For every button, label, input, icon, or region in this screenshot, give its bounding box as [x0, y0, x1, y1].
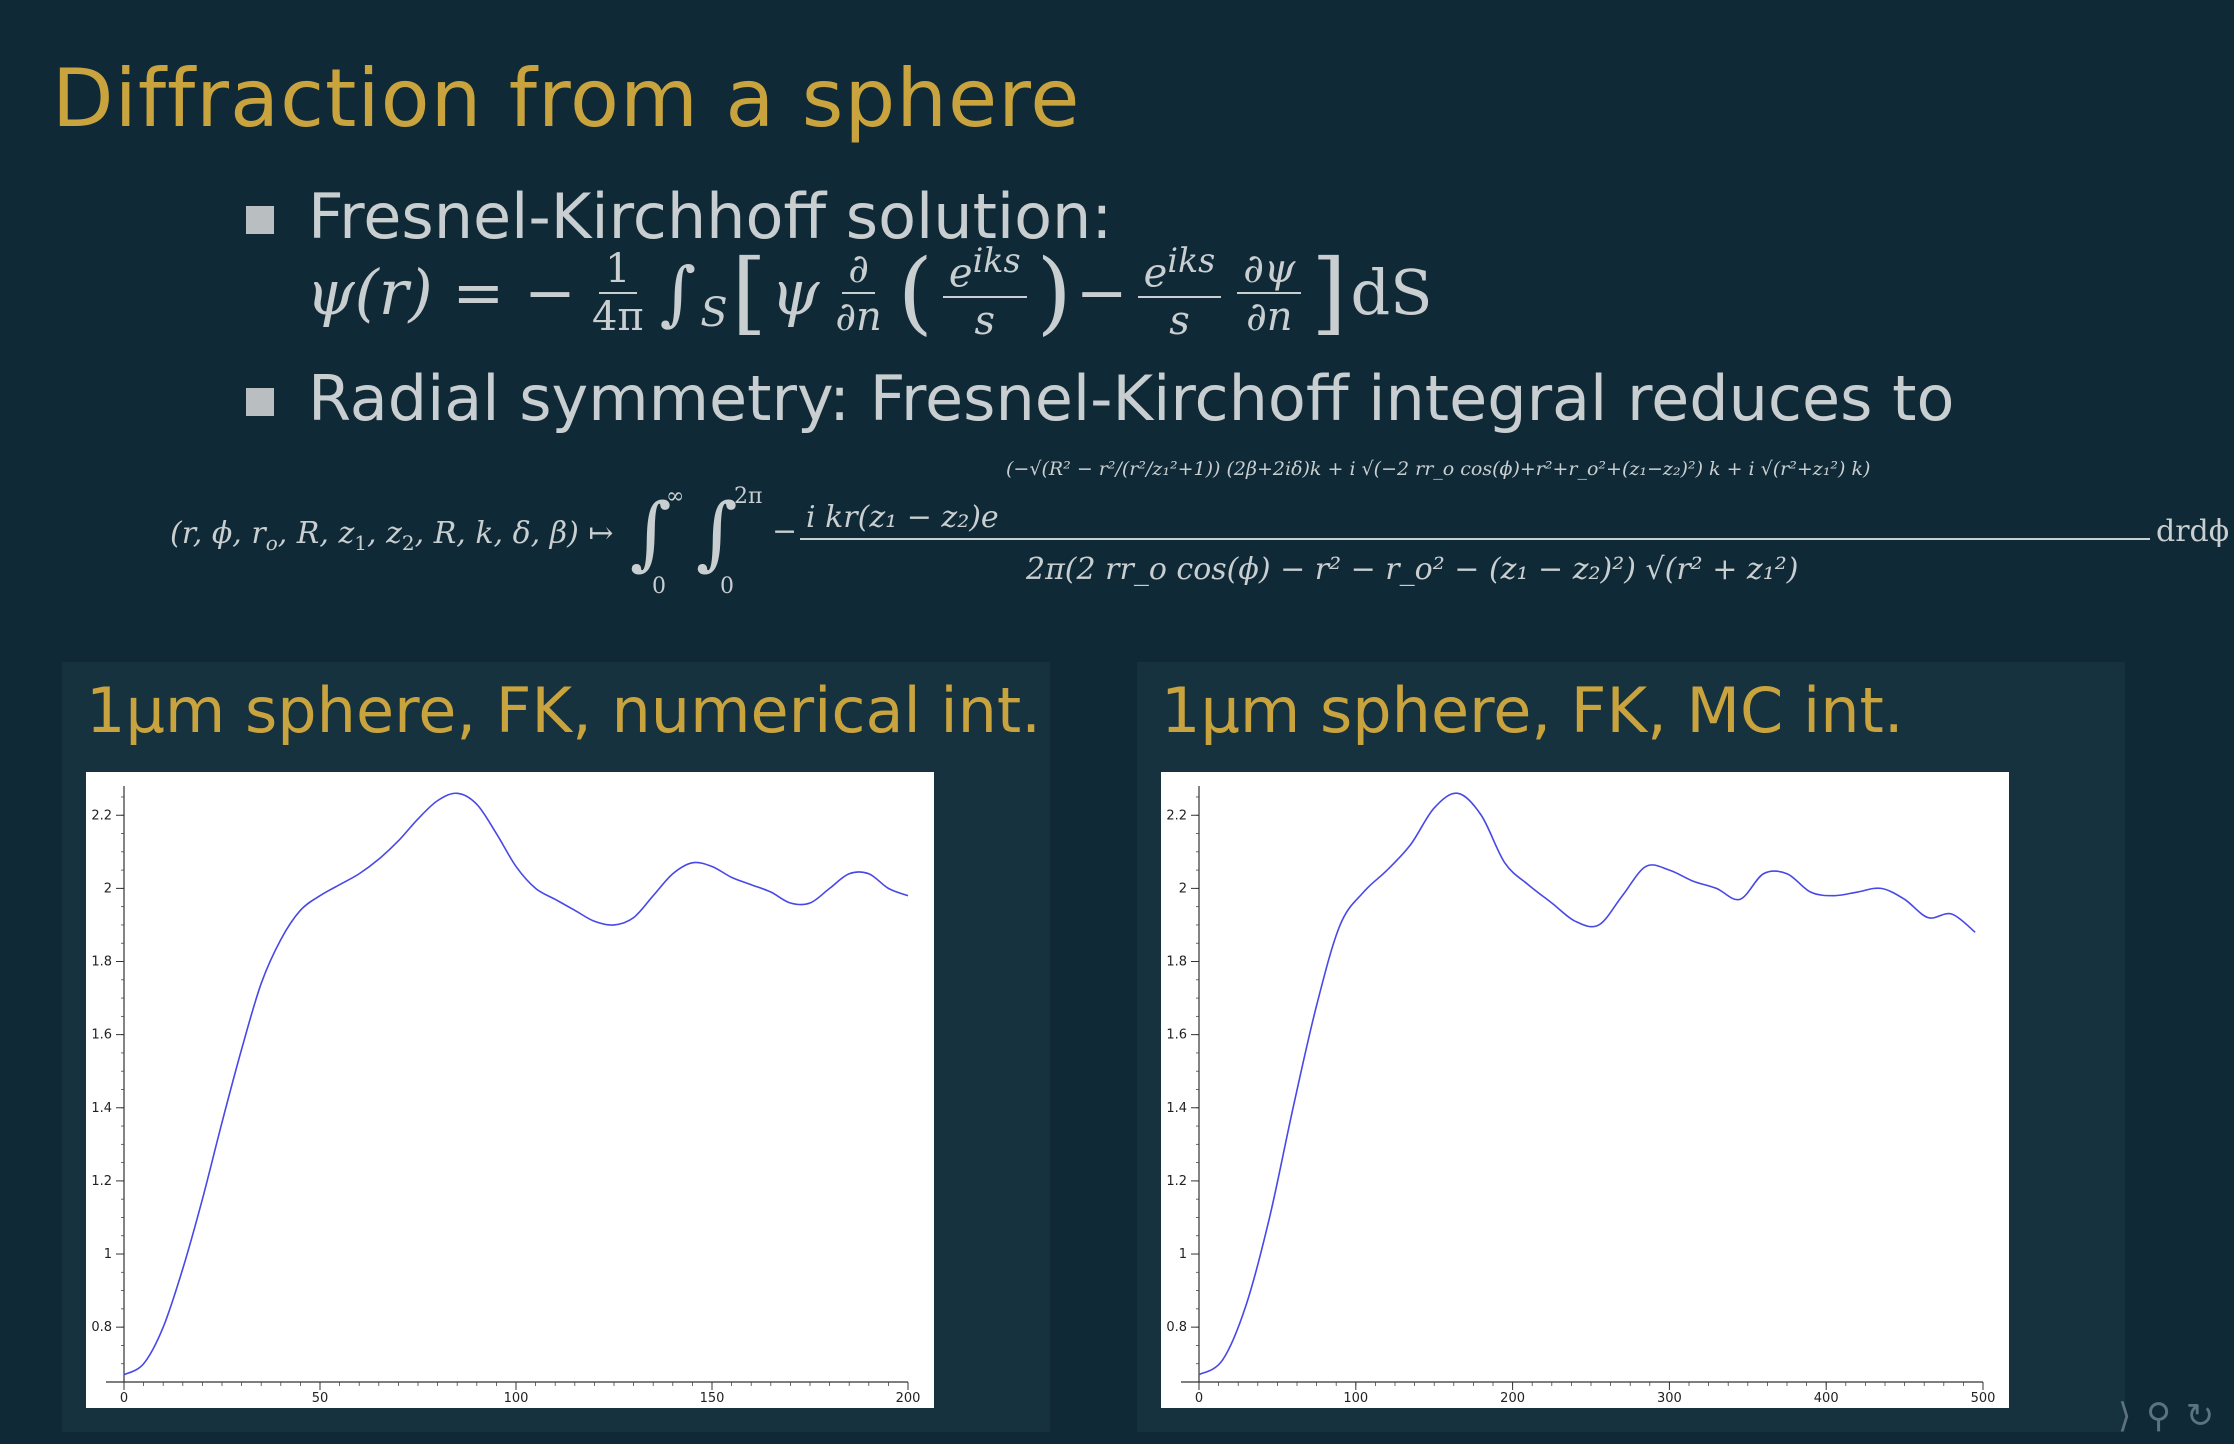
x-tick-label: 100: [504, 1391, 529, 1406]
y-tick-label: 1.4: [1166, 1101, 1187, 1116]
eq1-left-bracket: [: [731, 240, 767, 345]
y-tick-label: 2.2: [91, 808, 112, 823]
eq1-psi: ψ: [770, 256, 820, 329]
y-tick-label: 0.8: [91, 1320, 112, 1335]
chart-numerical: 0.8 1 1.2 1.4 1.6 1.8 2 2.2 0 50 100 150 200: [91, 786, 921, 1406]
y-tick-label: 1.2: [1166, 1174, 1187, 1189]
x-tick-label: 400: [1814, 1391, 1839, 1406]
plot-numerical: 0.8 1 1.2 1.4 1.6 1.8 2 2.2 0 50 100 150 200: [86, 772, 934, 1408]
y-tick-label: 1.4: [91, 1101, 112, 1116]
panel-monte-carlo: 1μm sphere, FK, MC int. 0.8 1 1.2 1.4 1.6 1.8…: [1137, 662, 2125, 1432]
eq2-integral-inner: ∫: [696, 486, 738, 579]
eq1-dS: dS: [1350, 256, 1433, 329]
eq2-arguments: (r, ϕ, ro, R, z1, z2, R, k, δ, β) ↦: [170, 516, 614, 555]
eq1-psi-derivative: ∂ψ ∂n: [1237, 246, 1302, 340]
series-line: [1198, 792, 1976, 1376]
eq2-limit-outer-upper: ∞: [666, 484, 685, 509]
eq1-right-paren: ): [1036, 240, 1072, 345]
y-tick-label: 1: [104, 1247, 112, 1262]
bullet-fresnel-kirchhoff: Fresnel-Kirchhoff solution:: [246, 180, 1112, 253]
eq1-left-paren: (: [897, 240, 933, 345]
panel-numerical: 1μm sphere, FK, numerical int. 0.8 1 1.2 1.…: [62, 662, 1050, 1432]
x-tick-label: 50: [312, 1391, 329, 1406]
x-tick-label: 300: [1657, 1391, 1682, 1406]
eq2-denominator: 2π(2 rr_o cos(ϕ) − r² − r_o² − (z₁ − z₂)…: [1026, 552, 1799, 587]
x-tick-label: 100: [1343, 1391, 1368, 1406]
y-tick-label: 2: [104, 881, 112, 896]
series-line: [123, 792, 909, 1376]
x-tick-label: 200: [1500, 1391, 1525, 1406]
panel-title: 1μm sphere, FK, MC int.: [1161, 674, 1904, 747]
eq1-integral: ∫: [659, 251, 697, 334]
panel-title: 1μm sphere, FK, numerical int.: [86, 674, 1041, 747]
eq1-exp-fraction: eiks s: [942, 241, 1027, 344]
plot-monte-carlo: 0.8 1 1.2 1.4 1.6 1.8 2 2.2 0 100 200 300 400 500: [1161, 772, 2009, 1408]
eq2-exponent: (−√(R² − r²/(r²/z₁²+1)) (2β+2iδ)k + i √(…: [1006, 458, 1871, 480]
bullet-text: Fresnel-Kirchhoff solution:: [308, 180, 1113, 253]
eq2-limit-inner-lower: 0: [720, 574, 734, 599]
fresnel-kirchhoff-equation: ψ(r) = − 1 4π ∫ S [ ψ ∂ ∂n ( eiks s ) − …: [306, 240, 1433, 345]
eq1-right-bracket: ]: [1311, 240, 1347, 345]
y-tick-label: 0.8: [1166, 1320, 1187, 1335]
eq1-subscript: S: [700, 289, 728, 336]
eq1-derivative: ∂ ∂n: [835, 245, 882, 340]
x-tick-label: 500: [1971, 1391, 1996, 1406]
y-tick-label: 1: [1179, 1247, 1187, 1262]
eq1-exp-fraction-2: eiks s: [1137, 241, 1222, 344]
eq1-lhs: ψ(r) = −: [306, 256, 576, 329]
bullet-text: Radial symmetry: Fresnel-Kirchoff integr…: [308, 362, 1955, 435]
y-tick-label: 1.2: [91, 1174, 112, 1189]
slide-title: Diffraction from a sphere: [52, 52, 1081, 145]
y-tick-label: 2.2: [1166, 808, 1187, 823]
y-tick-label: 1.8: [91, 955, 112, 970]
eq2-limit-inner-upper: 2π: [734, 484, 763, 509]
x-tick-label: 150: [700, 1391, 725, 1406]
bullet-square-icon: [246, 206, 274, 234]
y-tick-label: 2: [1179, 881, 1187, 896]
y-tick-label: 1.8: [1166, 955, 1187, 970]
x-tick-label: 0: [120, 1391, 128, 1406]
eq2-limit-outer-lower: 0: [652, 574, 666, 599]
radial-integral-equation: (r, ϕ, ro, R, z1, z2, R, k, δ, β) ↦ ∫ ∞ …: [170, 458, 2230, 599]
chart-monte-carlo: 0.8 1 1.2 1.4 1.6 1.8 2 2.2 0 100 200 300 400 500: [1166, 786, 1996, 1406]
x-tick-label: 0: [1195, 1391, 1203, 1406]
eq2-fraction-bar: [800, 538, 2150, 540]
slide-navigation[interactable]: ⟩ ⚲ ↻: [2118, 1396, 2217, 1436]
eq1-minus: −: [1075, 256, 1128, 329]
bullet-radial-symmetry: Radial symmetry: Fresnel-Kirchoff integr…: [246, 362, 1954, 435]
y-tick-label: 1.6: [1166, 1028, 1187, 1043]
bullet-square-icon: [246, 388, 274, 416]
eq1-coefficient: 1 4π: [591, 245, 644, 340]
eq2-differential: drdϕ: [2156, 514, 2230, 549]
eq2-minus: −: [772, 514, 798, 549]
x-tick-label: 200: [896, 1391, 921, 1406]
eq2-integral-outer: ∫: [630, 486, 672, 579]
y-tick-label: 1.6: [91, 1028, 112, 1043]
